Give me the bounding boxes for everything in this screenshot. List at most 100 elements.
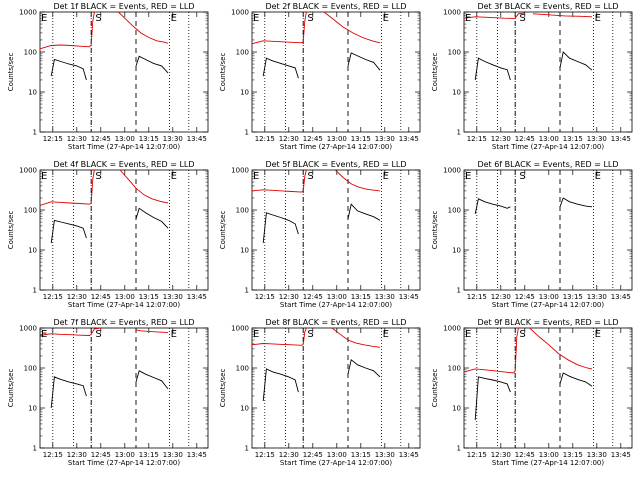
x-axis-label: Start Time (27-Apr-14 12:07:00) [280, 143, 392, 151]
x-tick-label: 13:30 [375, 293, 395, 301]
x-tick-label: 13:00 [115, 293, 135, 301]
x-tick-label: 13:30 [587, 135, 607, 143]
x-tick-label: 13:15 [139, 293, 159, 301]
y-axis-label: Counts/sec [219, 53, 227, 92]
y-tick-label: 1 [33, 129, 37, 137]
x-tick-label: 13:00 [539, 293, 559, 301]
events-series-line [347, 52, 381, 71]
y-tick-label: 100 [236, 207, 249, 215]
x-tick-label: 13:00 [327, 293, 347, 301]
x-axis-label: Start Time (27-Apr-14 12:07:00) [280, 301, 392, 309]
chart-title: Det 4f BLACK = Events, RED = LLD [53, 160, 194, 169]
x-tick-label: 12:15 [255, 451, 275, 459]
time-marker-label: S [307, 13, 313, 24]
x-axis-label: Start Time (27-Apr-14 12:07:00) [280, 459, 392, 467]
time-marker-label: S [307, 171, 313, 182]
x-tick-label: 13:45 [611, 135, 631, 143]
time-marker-label: E [465, 329, 471, 340]
y-tick-label: 10 [452, 89, 461, 97]
x-tick-label: 12:30 [491, 135, 511, 143]
y-tick-label: 100 [448, 207, 461, 215]
y-axis-label: Counts/sec [431, 211, 439, 250]
time-marker-label: E [595, 171, 601, 182]
lld-series-line [90, 169, 95, 204]
x-tick-label: 13:00 [115, 135, 135, 143]
events-series-line [262, 368, 299, 402]
x-tick-label: 12:45 [91, 293, 111, 301]
events-series-line [559, 197, 593, 208]
x-tick-label: 13:45 [399, 293, 419, 301]
x-axis-label: Start Time (27-Apr-14 12:07:00) [68, 143, 180, 151]
lld-series-line [514, 327, 519, 371]
chart-panel: Det 1f BLACK = Events, RED = LLD 1 10 100 10… [7, 2, 209, 151]
y-tick-label: 1000 [443, 9, 461, 17]
time-marker-label: E [253, 329, 259, 340]
x-tick-label: 12:30 [67, 135, 87, 143]
y-tick-label: 10 [28, 89, 37, 97]
x-tick-label: 13:30 [163, 451, 183, 459]
y-tick-label: 1000 [231, 167, 249, 175]
x-tick-label: 13:45 [187, 135, 207, 143]
x-tick-label: 13:15 [563, 135, 583, 143]
x-tick-label: 13:30 [375, 451, 395, 459]
x-tick-label: 12:45 [303, 451, 323, 459]
lld-series-line [532, 13, 593, 18]
y-tick-label: 100 [24, 207, 37, 215]
y-tick-label: 10 [240, 89, 249, 97]
x-tick-label: 13:00 [327, 135, 347, 143]
y-tick-label: 1000 [443, 325, 461, 333]
time-marker-label: E [41, 13, 47, 24]
time-marker-label: S [95, 329, 101, 340]
x-tick-label: 13:00 [539, 135, 559, 143]
x-tick-label: 12:45 [515, 135, 535, 143]
plot-frame [39, 169, 209, 291]
time-marker-label: E [253, 13, 259, 24]
y-tick-label: 1 [33, 445, 37, 453]
x-tick-label: 12:30 [491, 451, 511, 459]
y-tick-label: 100 [448, 49, 461, 57]
events-series-line [474, 198, 511, 214]
time-marker-label: E [171, 171, 177, 182]
y-tick-label: 1 [245, 287, 249, 295]
events-series-line [262, 57, 299, 79]
x-tick-label: 12:15 [467, 293, 487, 301]
y-tick-label: 1000 [231, 9, 249, 17]
chart-title: Det 1f BLACK = Events, RED = LLD [53, 2, 194, 11]
x-tick-label: 12:30 [67, 293, 87, 301]
x-tick-label: 12:45 [303, 135, 323, 143]
chart-panel: Det 2f BLACK = Events, RED = LLD 1 10 100 10… [219, 2, 421, 151]
y-axis-label: Counts/sec [7, 211, 15, 250]
y-axis-label: Counts/sec [431, 53, 439, 92]
y-tick-label: 1000 [19, 325, 37, 333]
y-axis-label: Counts/sec [431, 369, 439, 408]
y-tick-label: 1 [457, 129, 461, 137]
x-axis-label: Start Time (27-Apr-14 12:07:00) [492, 459, 604, 467]
x-axis-label: Start Time (27-Apr-14 12:07:00) [492, 143, 604, 151]
events-series-line [50, 219, 87, 244]
x-tick-label: 13:45 [187, 451, 207, 459]
x-tick-label: 12:30 [491, 293, 511, 301]
time-marker-label: E [595, 329, 601, 340]
lld-series-line [514, 12, 525, 19]
lld-series-line [90, 11, 95, 46]
y-tick-label: 100 [236, 49, 249, 57]
x-tick-label: 13:15 [563, 293, 583, 301]
x-tick-label: 13:45 [187, 293, 207, 301]
y-axis-label: Counts/sec [7, 53, 15, 92]
time-marker-label: S [519, 13, 525, 24]
x-tick-label: 13:30 [587, 451, 607, 459]
plot-frame [39, 11, 209, 133]
plot-frame [251, 169, 421, 291]
y-tick-label: 1 [245, 445, 249, 453]
y-tick-label: 100 [24, 49, 37, 57]
lld-series-line [90, 327, 101, 335]
x-tick-label: 13:15 [139, 451, 159, 459]
events-series-line [474, 57, 511, 81]
time-marker-label: E [253, 171, 259, 182]
x-tick-label: 13:30 [163, 293, 183, 301]
plot-frame [463, 11, 633, 133]
x-tick-label: 12:30 [279, 135, 299, 143]
x-tick-label: 12:15 [43, 135, 63, 143]
